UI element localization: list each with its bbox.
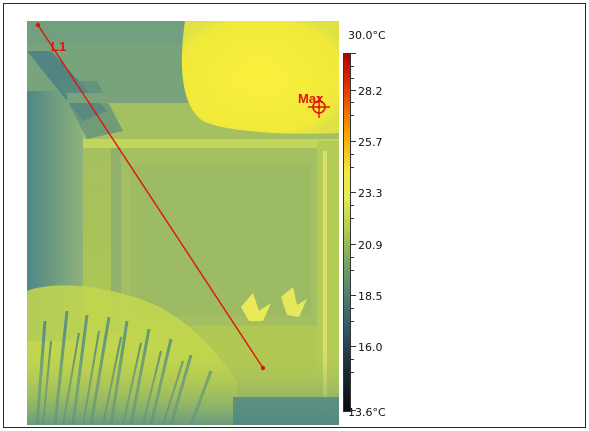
thermal-report-frame: L1 Max 30.0°C: [3, 3, 586, 428]
line-label-l1: L1: [51, 39, 66, 54]
scale-tick: [351, 154, 354, 155]
scale-tick: [351, 53, 356, 54]
color-scale-bar: [343, 53, 351, 412]
scale-tick: [351, 244, 356, 245]
scale-max-label: 30.0°C: [348, 29, 386, 42]
scale-tick: [351, 308, 354, 309]
scale-tick: [351, 372, 354, 373]
measurement-line-l1: [37, 24, 264, 369]
scale-tick: [351, 218, 354, 219]
scale-tick-label: 23.3: [358, 187, 383, 200]
max-crosshair-icon: [308, 96, 330, 118]
scale-tick: [351, 257, 354, 258]
scale-tick: [351, 78, 354, 79]
scale-tick-label: 18.5: [358, 290, 383, 303]
scale-tick: [351, 359, 354, 360]
scale-tick: [351, 102, 354, 103]
max-marker-label: Max: [298, 91, 324, 106]
scale-tick: [351, 346, 356, 347]
scale-tick: [351, 115, 354, 116]
thermal-image: L1 Max: [27, 21, 339, 425]
scale-tick: [351, 270, 354, 271]
scale-tick: [351, 66, 354, 67]
line-start-point: [35, 22, 41, 28]
line-end-point: [260, 365, 266, 371]
scale-tick: [351, 321, 354, 322]
scale-tick-label: 16.0: [358, 341, 383, 354]
scale-tick: [351, 205, 354, 206]
scale-tick: [351, 410, 356, 411]
scale-tick-label: 20.9: [358, 239, 383, 252]
scale-tick: [351, 90, 356, 91]
scale-tick: [351, 295, 356, 296]
scale-min-label: 13.6°C: [348, 406, 386, 419]
scale-tick-label: 28.2: [358, 85, 383, 98]
scale-tick: [351, 192, 356, 193]
scale-tick: [351, 167, 354, 168]
temperature-scale: 30.0°C 28.2 25.7 23.3 20.9 18.5 16.0 13.…: [340, 21, 404, 425]
scale-tick-label: 25.7: [358, 136, 383, 149]
scale-tick: [351, 141, 356, 142]
